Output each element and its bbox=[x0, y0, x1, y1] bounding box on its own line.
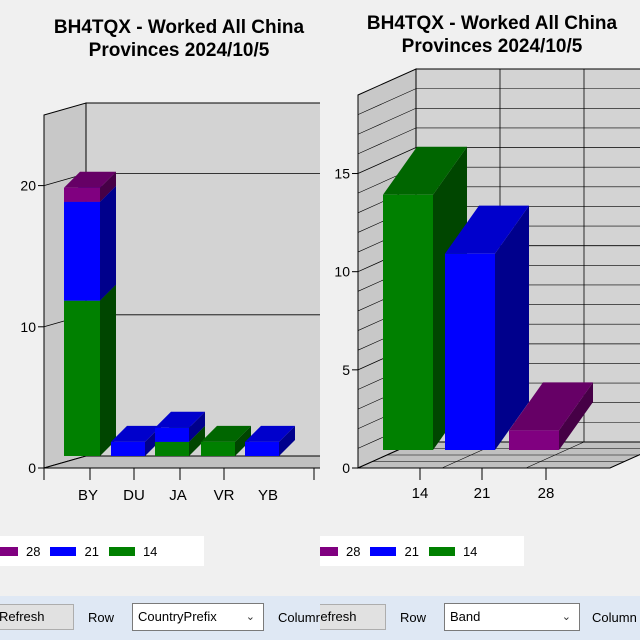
y-tick-label: 0 bbox=[342, 460, 350, 476]
bar-YB-21-side bbox=[279, 425, 295, 456]
bar-BY-14 bbox=[64, 284, 116, 456]
legend-item-14: 14 bbox=[108, 543, 158, 559]
bar-21-front bbox=[445, 253, 495, 450]
bar-YB-21-top bbox=[245, 425, 295, 442]
bar-JA-21-top bbox=[155, 411, 205, 428]
legend-swatch-21 bbox=[50, 546, 77, 556]
bar-BY-21-side bbox=[100, 185, 116, 301]
bar-14-front bbox=[383, 194, 433, 450]
y-tick-label: 10 bbox=[20, 319, 36, 335]
right-chart-panel: 0 5 10 15 14 21 28 BH4TQX - Worked All China P… bbox=[320, 0, 640, 640]
legend-item-28: 28 bbox=[320, 544, 360, 559]
bar-21 bbox=[445, 205, 529, 450]
bar-YB-21-front bbox=[245, 441, 279, 456]
refresh-button[interactable]: Refresh bbox=[0, 604, 74, 630]
right-title-line1: BH4TQX - Worked All China bbox=[366, 13, 618, 34]
left-toolbar: Refresh Row CountryPrefix ⌄ Column bbox=[0, 596, 320, 640]
row-select[interactable]: Band ⌄ bbox=[444, 603, 580, 631]
x-tick-label-28: 28 bbox=[538, 485, 555, 502]
legend-label-14: 14 bbox=[462, 543, 478, 559]
bar-DU-21-front bbox=[111, 441, 145, 456]
bar-JA-21 bbox=[155, 411, 205, 442]
bar-JA-21-side bbox=[189, 411, 205, 442]
bar-BY-21-front bbox=[64, 201, 100, 301]
row-select[interactable]: CountryPrefix ⌄ bbox=[132, 603, 264, 631]
bar-14-top bbox=[383, 146, 467, 195]
row-label: Row bbox=[88, 610, 115, 625]
legend-swatch-28 bbox=[0, 546, 18, 556]
left-title-line2: Provinces 2024/10/5 bbox=[88, 40, 270, 61]
bar-VR-14-top bbox=[201, 425, 251, 442]
x-tick-label-VR: VR bbox=[214, 487, 235, 504]
bar-BY-28 bbox=[64, 171, 116, 202]
chevron-down-icon: ⌄ bbox=[245, 611, 255, 623]
bar-DU-21-top bbox=[111, 425, 161, 442]
x-tick-label-14: 14 bbox=[412, 485, 429, 502]
legend-item-28: 28 bbox=[0, 544, 40, 559]
right-chart-title: BH4TQX - Worked All China Provinces 2024… bbox=[332, 12, 640, 58]
bar-YB-21 bbox=[245, 425, 295, 456]
legend-label-14: 14 bbox=[142, 543, 158, 559]
refresh-button[interactable]: Refresh bbox=[320, 604, 386, 630]
legend-swatch-28 bbox=[320, 546, 338, 556]
y-tick-label: 10 bbox=[334, 264, 350, 280]
bar-21-side bbox=[495, 205, 529, 450]
legend-item-21: 21 bbox=[370, 543, 419, 559]
bar-28-top bbox=[509, 382, 593, 431]
row-select-value: CountryPrefix bbox=[138, 609, 217, 624]
left-legend: 28 21 14 bbox=[0, 536, 204, 566]
floor bbox=[43, 455, 320, 469]
row-label: Row bbox=[400, 610, 427, 625]
bar-BY-28-side bbox=[100, 171, 116, 202]
legend-label-28: 28 bbox=[26, 543, 41, 559]
bar-VR-14 bbox=[201, 425, 251, 456]
x-tick-label-DU: DU bbox=[123, 487, 145, 504]
y-tick-label: 20 bbox=[20, 178, 36, 194]
row-select-value: Band bbox=[450, 609, 481, 624]
legend-item-21: 21 bbox=[50, 543, 99, 559]
x-tick-label-JA: JA bbox=[169, 487, 187, 504]
bar-JA-14-front bbox=[155, 441, 189, 456]
column-label: Column bbox=[592, 610, 637, 625]
bar-BY-14-side bbox=[100, 284, 116, 456]
x-tick-label-BY: BY bbox=[78, 487, 98, 504]
left-title-line1: BH4TQX - Worked All China bbox=[53, 17, 305, 38]
right-legend: 28 21 14 bbox=[320, 536, 524, 566]
bar-JA-14-side bbox=[189, 425, 205, 456]
left-chart-title: BH4TQX - Worked All China Provinces 2024… bbox=[19, 16, 320, 62]
bar-28 bbox=[509, 382, 593, 450]
bar-VR-14-front bbox=[201, 441, 235, 456]
x-tick-label-YB: YB bbox=[258, 487, 278, 504]
bar-JA-21-front bbox=[155, 427, 189, 442]
right-chart: 0 5 10 15 14 21 28 bbox=[334, 68, 640, 502]
bar-BY-28-front bbox=[64, 187, 100, 202]
bar-28-front bbox=[509, 430, 559, 450]
legend-label-28: 28 bbox=[346, 543, 361, 559]
y-tick-label: 15 bbox=[334, 166, 350, 182]
bar-28-side bbox=[559, 382, 593, 450]
back-wall bbox=[85, 102, 320, 457]
legend-label-21: 21 bbox=[84, 543, 99, 559]
bar-BY-14-front bbox=[64, 300, 100, 456]
legend-item-14: 14 bbox=[428, 543, 478, 559]
legend-swatch-21 bbox=[370, 546, 397, 556]
bar-VR-14-side bbox=[235, 425, 251, 456]
y-tick-label: 5 bbox=[342, 362, 350, 378]
legend-swatch-14 bbox=[108, 546, 135, 556]
x-tick-label-21: 21 bbox=[474, 485, 491, 502]
right-title-line2: Provinces 2024/10/5 bbox=[401, 36, 583, 57]
left-chart-panel: 0 10 20 BY DU JA VR YB BH4TQX - Worked All Chin… bbox=[0, 16, 320, 640]
y-tick-label: 0 bbox=[28, 460, 36, 476]
legend-label-21: 21 bbox=[404, 543, 419, 559]
left-chart: 0 10 20 BY DU JA VR YB bbox=[20, 102, 320, 504]
bar-BY-21 bbox=[64, 185, 116, 301]
legend-swatch-14 bbox=[428, 546, 455, 556]
column-label: Column bbox=[278, 610, 320, 625]
chevron-down-icon: ⌄ bbox=[561, 611, 571, 623]
bar-BY-28-top bbox=[64, 171, 116, 188]
bar-21-top bbox=[445, 205, 529, 254]
right-toolbar: Refresh Row Band ⌄ Column bbox=[320, 596, 640, 640]
